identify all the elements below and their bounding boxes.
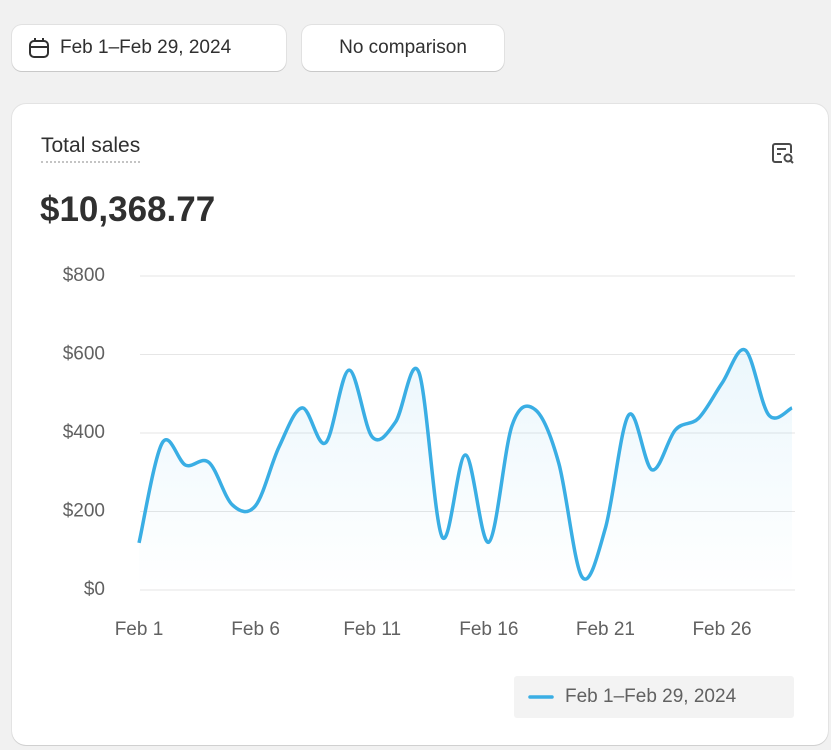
comparison-button[interactable]: No comparison	[302, 25, 504, 71]
legend-label: Feb 1–Feb 29, 2024	[565, 686, 737, 707]
card-title[interactable]: Total sales	[41, 134, 141, 163]
y-tick-label: $0	[84, 579, 105, 600]
line-area	[139, 349, 792, 590]
calendar-icon	[29, 38, 49, 58]
total-value: $10,368.77	[40, 190, 216, 229]
y-tick-label: $600	[63, 344, 105, 365]
comparison-label: No comparison	[339, 37, 467, 58]
x-tick-label: Feb 21	[576, 619, 635, 640]
explore-icon[interactable]	[770, 140, 796, 166]
legend	[514, 676, 794, 718]
y-tick-label: $800	[63, 265, 105, 286]
x-tick-label: Feb 6	[231, 619, 280, 640]
x-tick-label: Feb 1	[115, 619, 164, 640]
date-range-button[interactable]: Feb 1–Feb 29, 2024	[12, 25, 286, 71]
date-range-label: Feb 1–Feb 29, 2024	[60, 37, 232, 58]
y-tick-label: $200	[63, 501, 105, 522]
x-tick-label: Feb 26	[692, 619, 751, 640]
x-tick-label: Feb 16	[459, 619, 518, 640]
y-tick-label: $400	[63, 422, 105, 443]
x-tick-label: Feb 11	[343, 619, 401, 640]
line	[137, 347, 793, 581]
